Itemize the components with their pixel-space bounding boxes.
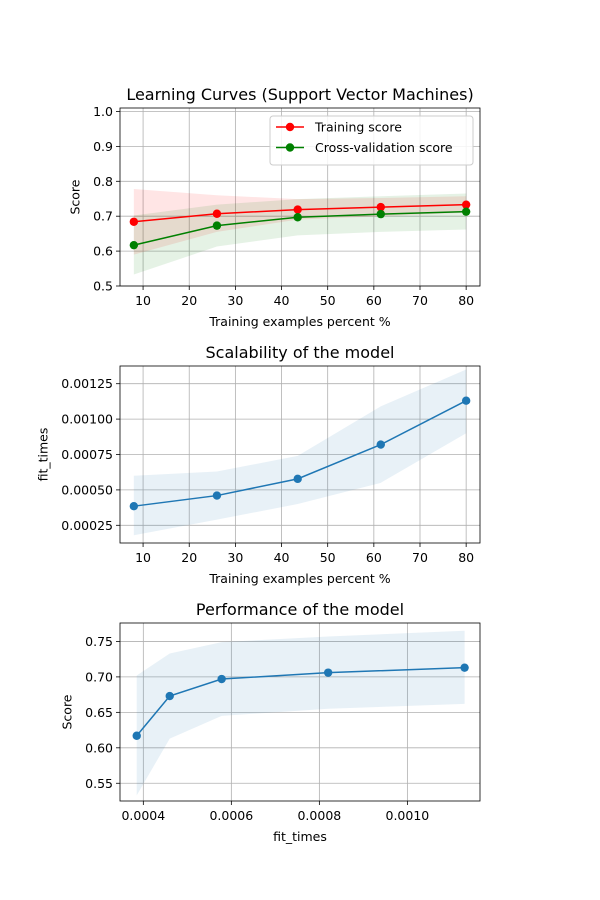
y-tick-label: 0.75 <box>85 634 113 649</box>
series-1-point <box>376 440 385 449</box>
x-tick-label: 60 <box>366 293 382 308</box>
chart-title: Performance of the model <box>196 600 404 619</box>
y-tick-label: 0.00100 <box>61 412 113 427</box>
x-tick-label: 0.0008 <box>297 808 341 823</box>
x-tick-label: 80 <box>458 550 474 565</box>
legend-label: Training score <box>314 120 402 135</box>
x-tick-label: 40 <box>274 550 290 565</box>
chart-2: 10 20 30 40 50 60 70 80 0.00025 0.00050 0.00075 0.0… <box>36 343 481 586</box>
chart-3: 0.0004 0.0006 0.0008 0.0010 0.55 0.60 0.65 0.70… <box>59 600 481 844</box>
series-2-point <box>461 207 471 216</box>
axes-frame <box>119 107 481 287</box>
series-1-point <box>376 202 385 212</box>
series-2-point <box>293 213 302 222</box>
series-1-point <box>212 491 222 500</box>
x-tick-label: 50 <box>320 293 336 308</box>
x-tick-label: 30 <box>227 293 243 308</box>
legend: Training score Cross-validation score <box>269 115 474 166</box>
x-tick-label: 0.0004 <box>121 808 165 823</box>
x-tick-label: 30 <box>227 550 243 565</box>
y-tick-label: 0.8 <box>93 174 113 189</box>
y-tick-label: 0.55 <box>85 776 113 791</box>
x-tick-label: 40 <box>274 293 290 308</box>
series-1-point <box>212 209 222 218</box>
series-1-point <box>460 663 469 672</box>
legend-label: Cross-validation score <box>315 140 453 155</box>
series-1-point <box>129 217 139 226</box>
x-tick-label: 10 <box>135 550 151 565</box>
y-tick-label: 0.00075 <box>61 447 113 462</box>
series-2-point <box>129 240 139 250</box>
series-1-point <box>461 200 471 209</box>
series-1-point <box>132 731 141 740</box>
y-tick-label: 0.6 <box>93 244 113 259</box>
legend-marker <box>285 122 295 132</box>
y-tick-label: 0.9 <box>93 139 113 154</box>
x-axis-label: Training examples percent % <box>208 314 390 329</box>
series-2-point <box>212 221 222 230</box>
y-tick-label: 0.65 <box>85 705 113 720</box>
x-tick-label: 20 <box>181 293 197 308</box>
chart-1: 10 20 30 40 50 60 70 80 0.5 0.6 0.7 0.8 0.9 1.0 Learni… <box>67 85 481 329</box>
y-tick-label: 1.0 <box>93 104 113 119</box>
x-axis-label: fit_times <box>273 829 327 844</box>
y-axis-label: Score <box>59 694 74 729</box>
series-1-point <box>293 474 302 484</box>
y-tick-label: 0.60 <box>85 740 113 755</box>
y-tick-label: 0.5 <box>93 279 113 294</box>
y-tick-label: 0.70 <box>85 669 113 684</box>
series-1-point <box>129 501 139 511</box>
y-axis-label: fit_times <box>36 428 51 482</box>
y-tick-label: 0.00025 <box>61 518 113 533</box>
x-tick-label: 70 <box>412 293 428 308</box>
y-tick-label: 0.00125 <box>61 376 113 391</box>
x-tick-label: 60 <box>366 550 382 565</box>
x-tick-label: 70 <box>412 550 428 565</box>
chart-title: Scalability of the model <box>206 343 395 362</box>
legend-marker <box>285 143 295 152</box>
series-1-std-band <box>136 630 465 796</box>
series-2-point <box>376 209 385 219</box>
x-tick-label: 80 <box>458 293 474 308</box>
x-tick-label: 20 <box>181 550 197 565</box>
series-1-point <box>323 668 333 677</box>
y-tick-label: 0.00050 <box>61 482 113 497</box>
chart-title: Learning Curves (Support Vector Machines… <box>126 85 473 104</box>
y-axis-label: Score <box>67 179 82 214</box>
x-tick-label: 0.0010 <box>386 808 430 823</box>
series-1-point <box>165 691 174 701</box>
x-tick-label: 10 <box>135 293 151 308</box>
series-1-point <box>217 674 226 684</box>
y-tick-label: 0.7 <box>93 209 113 224</box>
series-1-point <box>293 205 302 214</box>
x-tick-label: 50 <box>320 550 336 565</box>
x-axis-label: Training examples percent % <box>208 571 390 586</box>
x-tick-label: 0.0006 <box>209 808 253 823</box>
legend-box <box>269 115 474 166</box>
series-1-point <box>461 396 471 405</box>
